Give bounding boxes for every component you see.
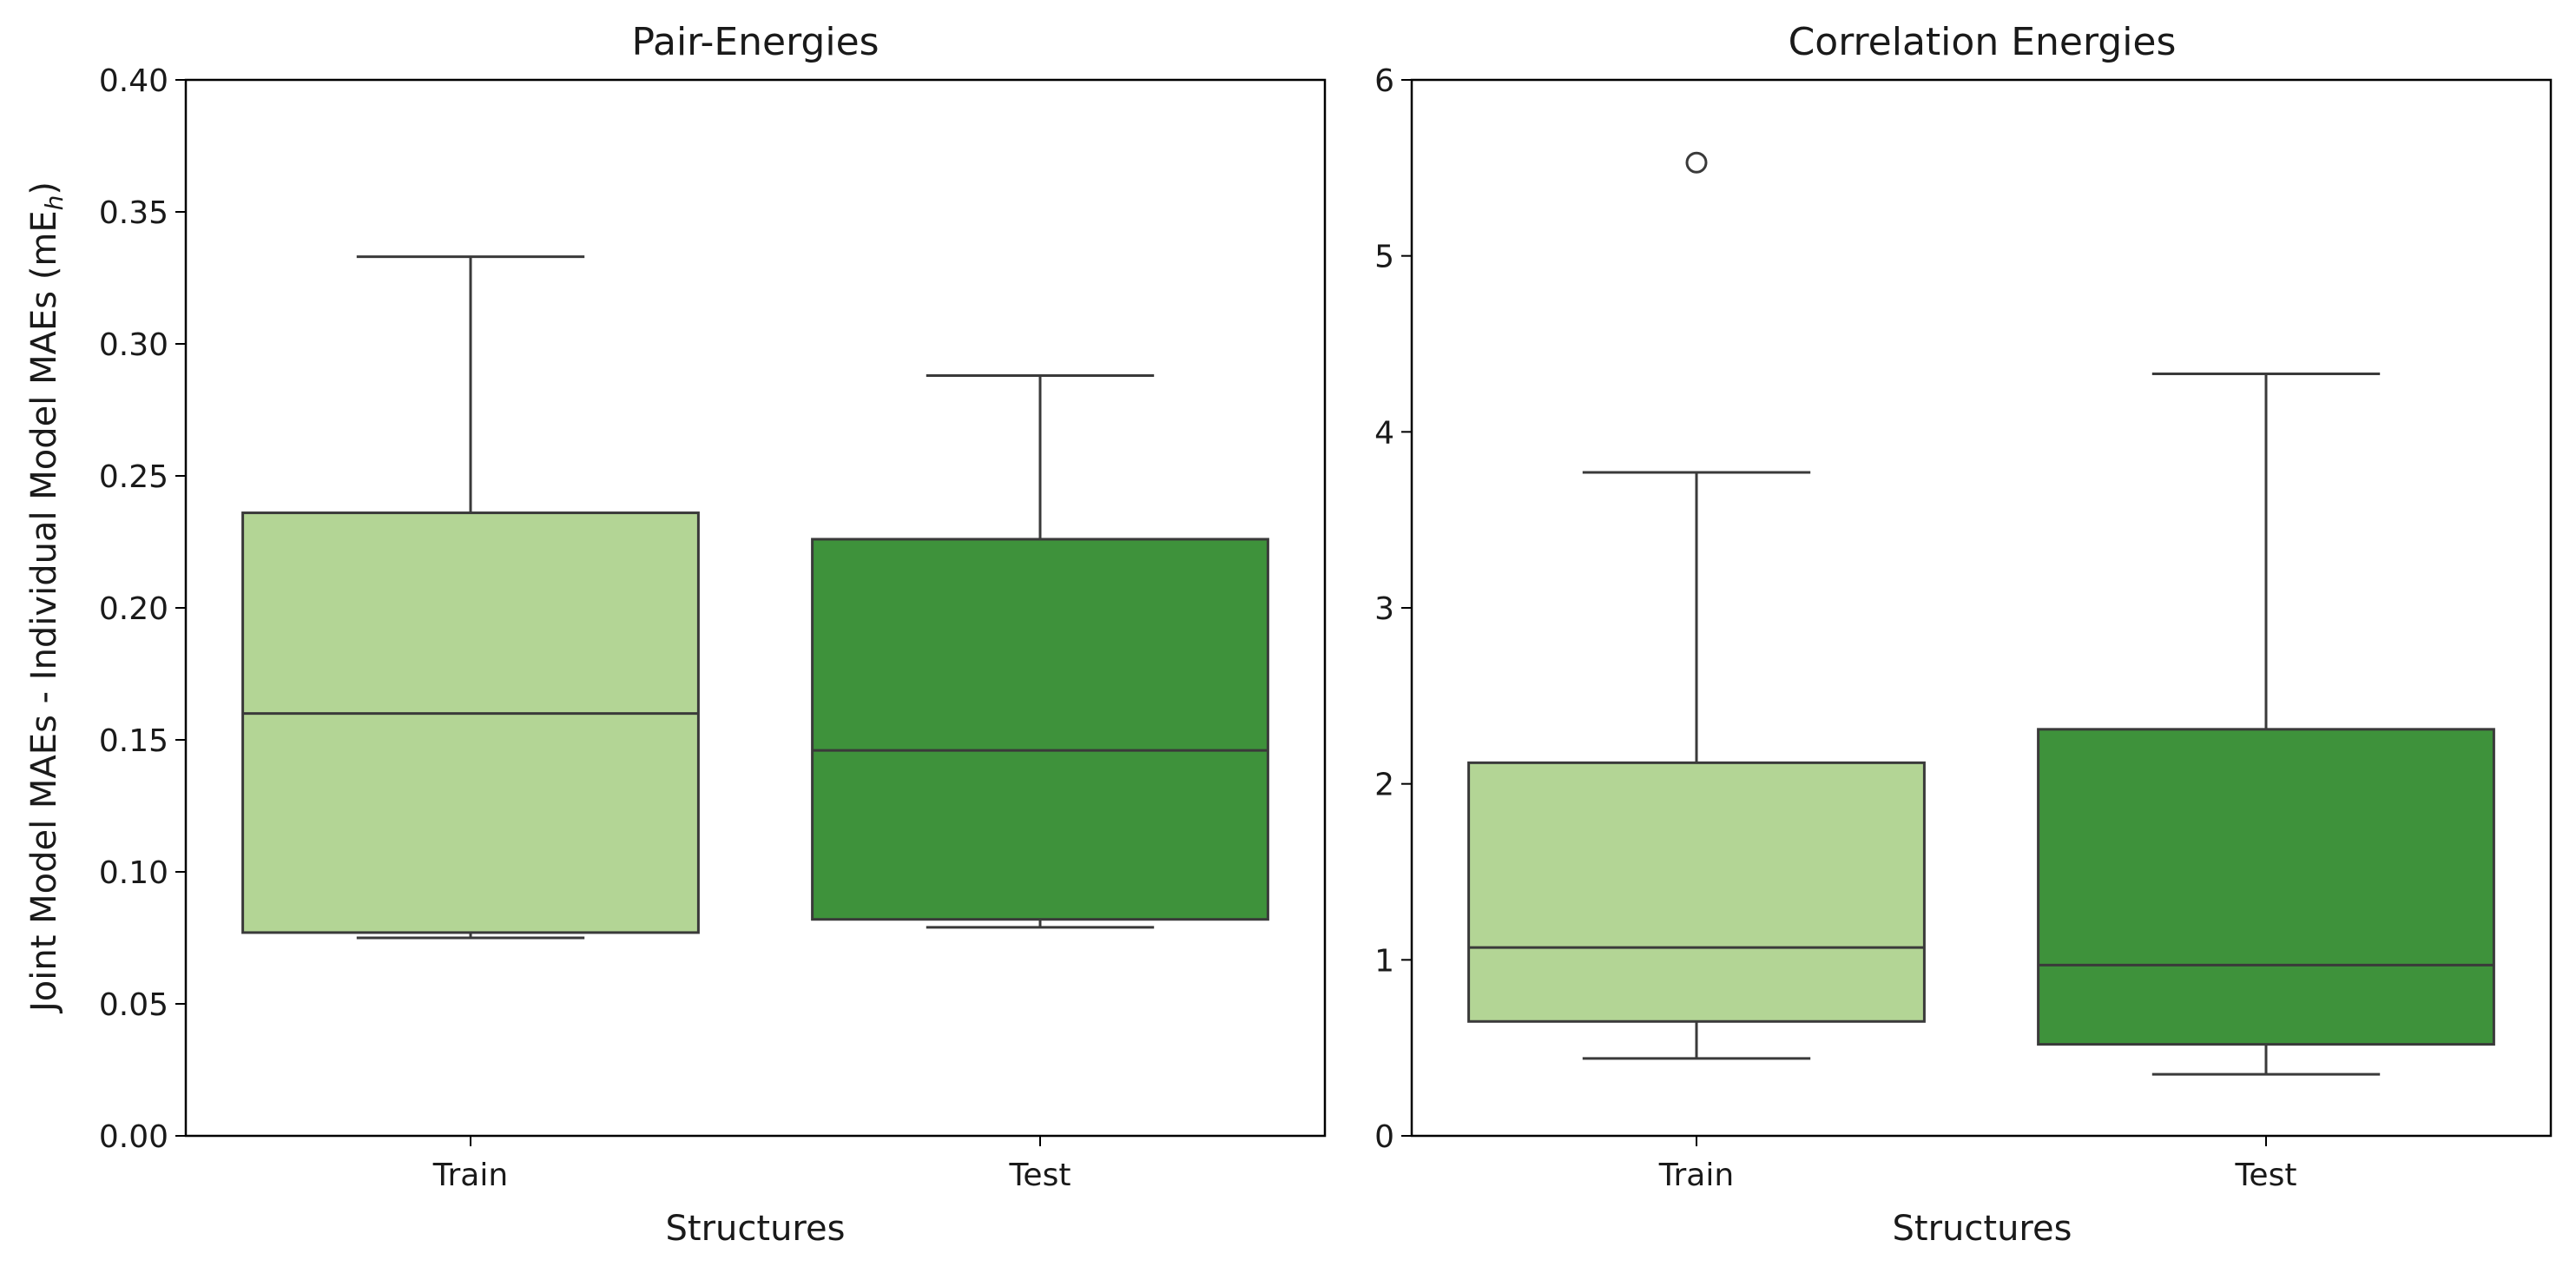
iqr-box	[811, 538, 1269, 921]
iqr-box	[2037, 728, 2495, 1046]
y-tick-label: 2	[1374, 768, 1394, 803]
x-axis-label: Structures	[666, 1209, 846, 1249]
y-tick-label: 0.40	[99, 63, 168, 99]
box-train	[1467, 151, 1926, 1060]
box-test	[811, 373, 1269, 929]
plot-area: 0 1 2 3 4 5 6 Train Test	[1374, 63, 2553, 1193]
outlier-point	[1685, 151, 1708, 174]
y-tick-label: 0.35	[99, 195, 168, 231]
axes-frame	[184, 78, 1327, 1138]
y-tick-label: 0.00	[99, 1119, 168, 1155]
panel-correlation-energies: Correlation Energies Structures 0 1 2 3 4 5 6 T…	[1374, 20, 2553, 1249]
y-tick-label: 4	[1374, 415, 1394, 451]
panel-title: Pair-Energies	[631, 20, 879, 64]
iqr-box	[1467, 761, 1926, 1023]
x-tick-label: Train	[1658, 1158, 1734, 1193]
y-tick-label: 0	[1374, 1119, 1394, 1155]
y-tick-label: 0.15	[99, 723, 168, 759]
box-train	[241, 255, 700, 940]
y-tick-label: 0.25	[99, 459, 168, 495]
x-tick-label: Test	[1009, 1158, 1071, 1193]
y-tick-label: 5	[1374, 240, 1394, 275]
y-axis-label-subscript: h	[40, 195, 69, 211]
panel-title: Correlation Energies	[1789, 20, 2177, 64]
x-tick-label: Train	[432, 1158, 508, 1193]
y-tick-label: 0.10	[99, 855, 168, 891]
axes-frame	[1410, 78, 2553, 1138]
y-axis-label: Joint Model MAEs - Individual Model MAEs…	[24, 181, 69, 1014]
panel-pair-energies: Pair-Energies Structures 0.00 0.05 0.10 0.1…	[99, 20, 1327, 1249]
y-tick-label: 1	[1374, 943, 1394, 979]
y-tick-label: 0.05	[99, 987, 168, 1023]
plot-area: 0.00 0.05 0.10 0.15 0.20 0.25 0.30 0.35 0.40 Trai…	[99, 63, 1327, 1193]
iqr-box	[241, 511, 700, 934]
y-tick-label: 6	[1374, 63, 1394, 99]
y-tick-label: 0.30	[99, 327, 168, 363]
box-test	[2037, 372, 2495, 1076]
x-tick-label: Test	[2235, 1158, 2297, 1193]
y-tick-label: 3	[1374, 591, 1394, 627]
x-axis-label: Structures	[1893, 1209, 2072, 1249]
y-tick-label: 0.20	[99, 591, 168, 627]
